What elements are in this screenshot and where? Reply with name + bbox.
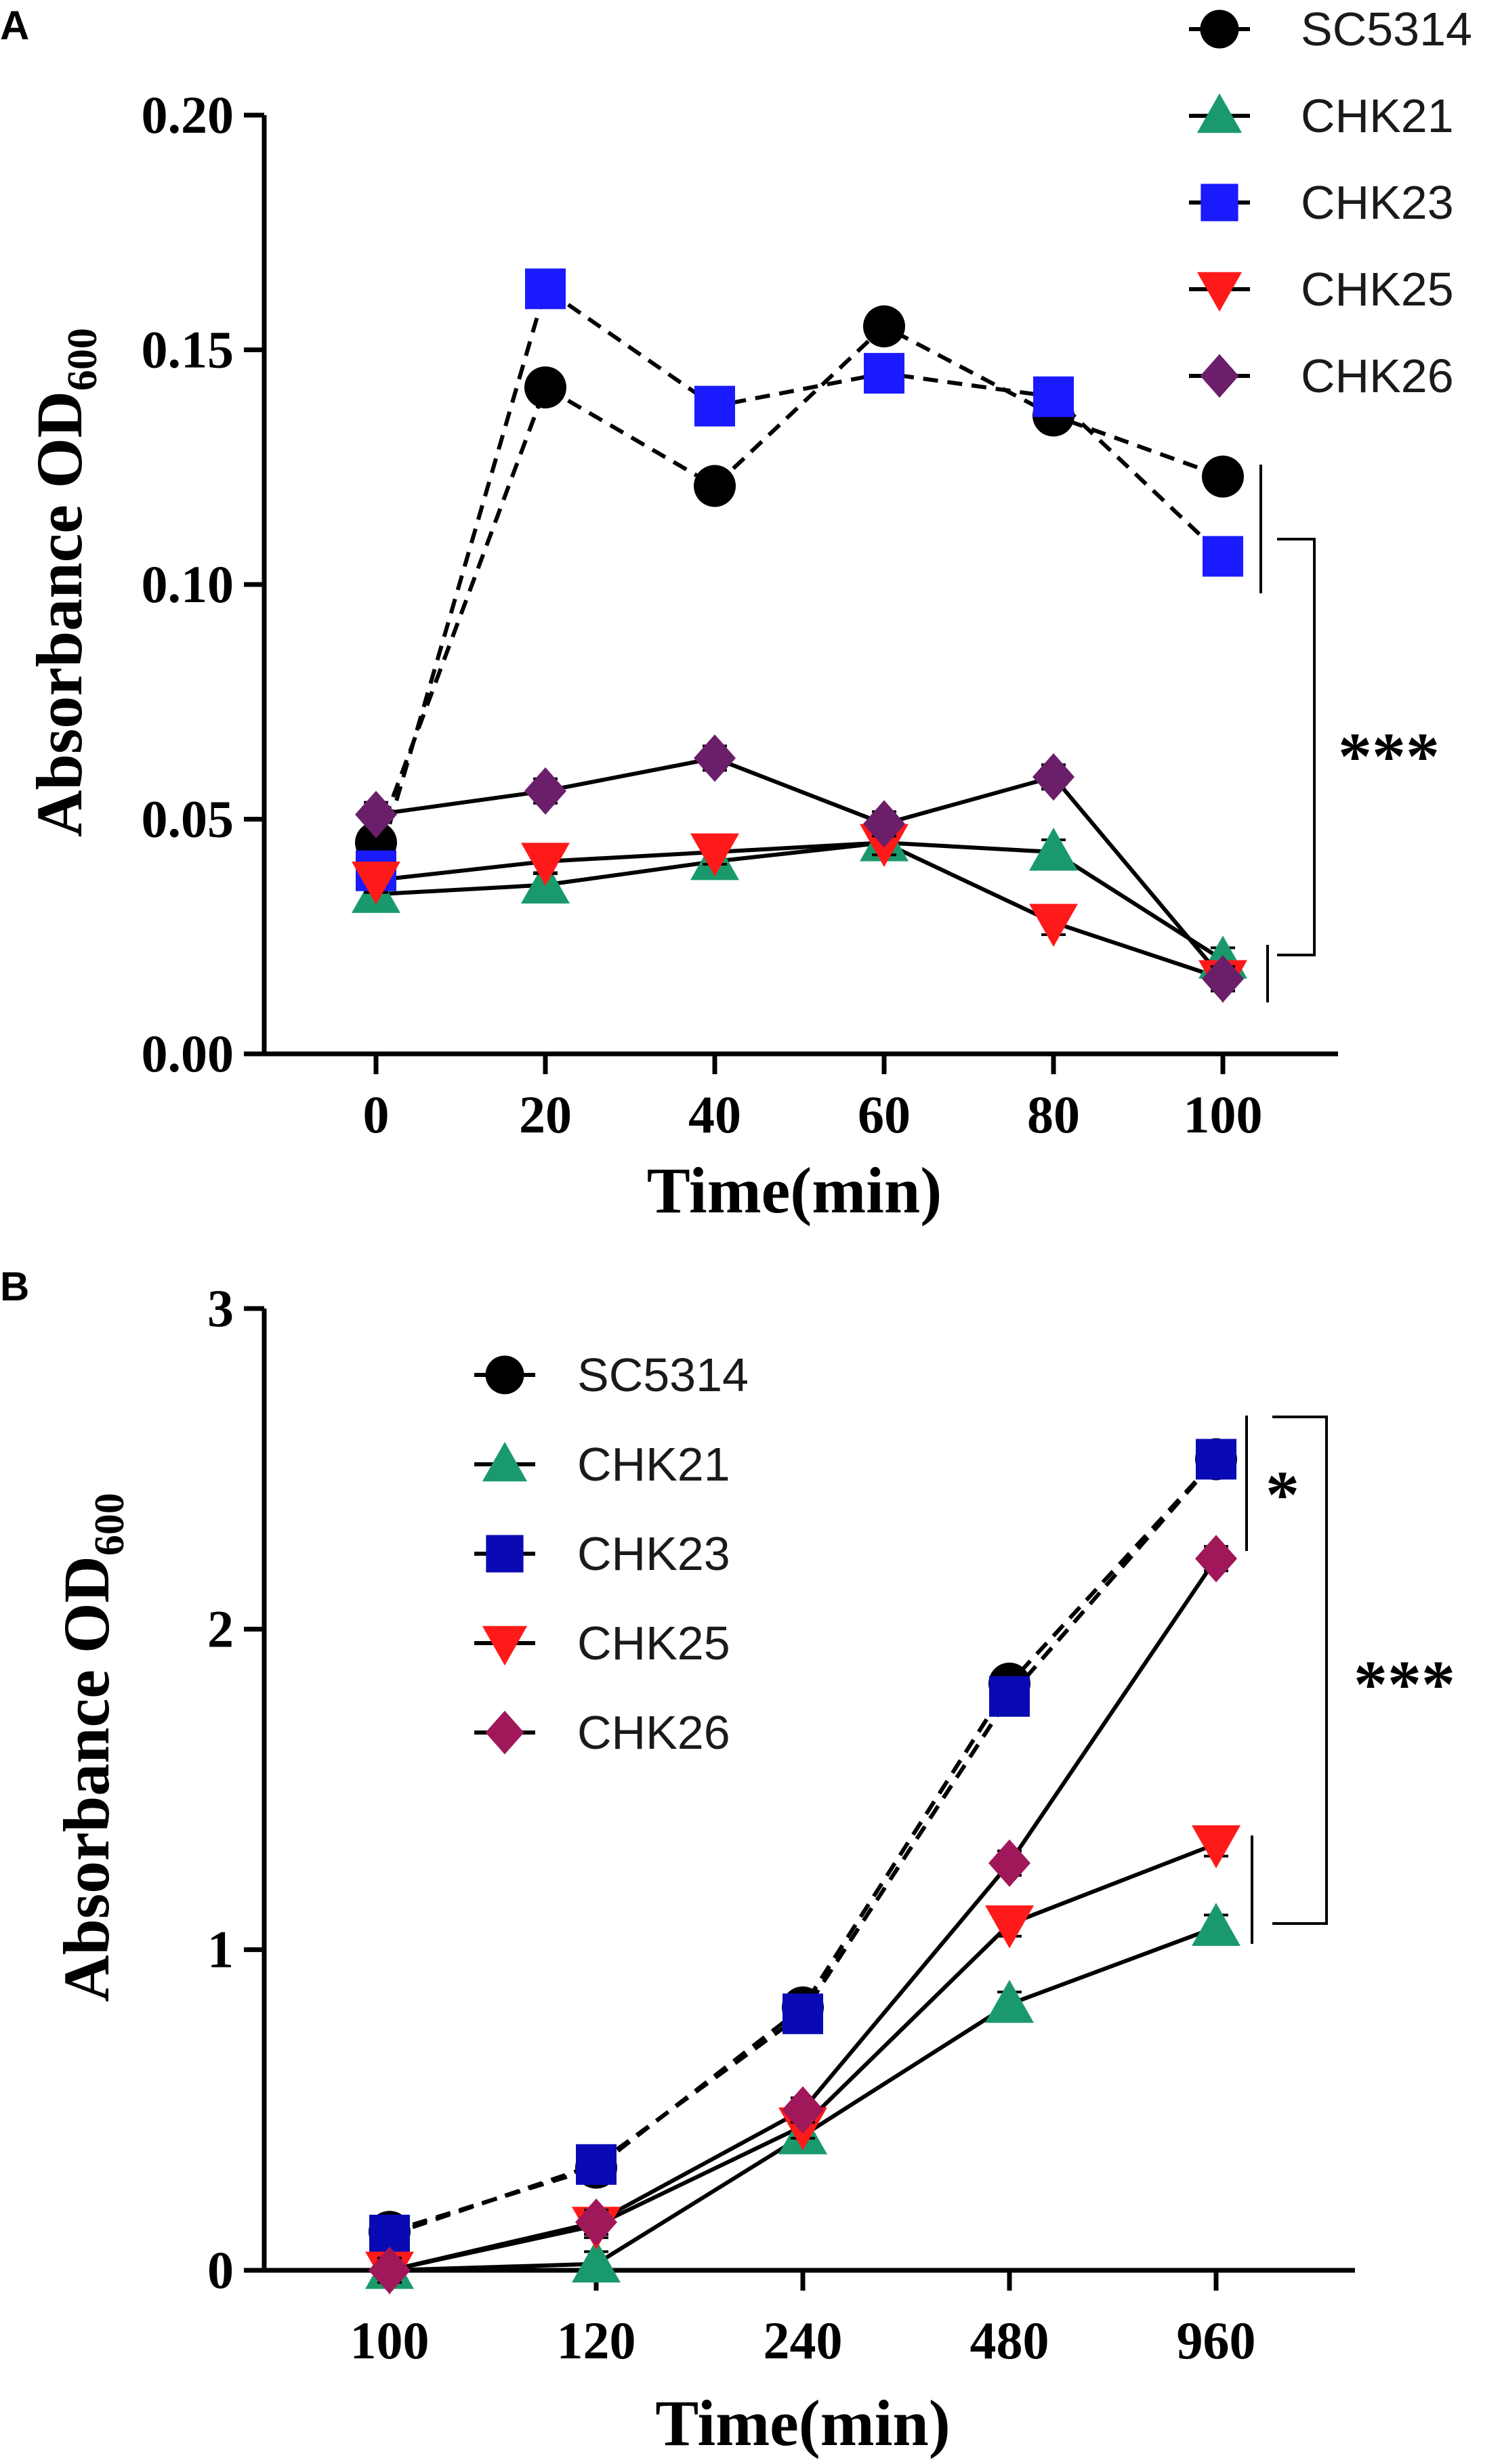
x-tick-label: 0	[363, 1085, 390, 1144]
legend-label: CHK26	[577, 1706, 730, 1759]
data-point-chk26	[1195, 1535, 1237, 1583]
panel-b: B 0 1 2 3 100 120 240 480 960 Time(min) Absorbance …	[0, 1264, 1455, 2459]
data-point-chk25	[521, 843, 570, 886]
panel-label: B	[0, 1264, 29, 1309]
y-axis-title: Absorbance OD600	[23, 328, 106, 837]
legend-marker-chk21	[482, 1441, 528, 1482]
legend-marker-chk25	[482, 1626, 528, 1666]
data-point-chk23	[525, 268, 566, 310]
legend-label: CHK21	[577, 1438, 730, 1491]
legend-label: CHK25	[1301, 263, 1454, 316]
y-axis-title-subscript: 600	[87, 1493, 133, 1556]
y-axis-title-main: Absorbance OD	[50, 1556, 123, 2002]
data-point-chk26	[863, 800, 905, 848]
data-point-chk23	[1203, 536, 1243, 577]
x-tick-label: 40	[688, 1085, 741, 1144]
data-point-chk21	[572, 2239, 621, 2283]
series-line-chk23	[374, 285, 1225, 872]
data-point-chk23	[864, 353, 904, 394]
legend-marker-chk26	[1200, 354, 1239, 398]
x-axis-title: Time(min)	[647, 1154, 942, 1227]
legend-marker-chk23	[486, 1535, 524, 1573]
data-point-chk25	[690, 833, 739, 877]
y-tick-label: 2	[207, 1599, 234, 1658]
data-point-chk26	[1032, 753, 1075, 801]
legend-label: CHK21	[1301, 89, 1454, 142]
x-axis-title: Time(min)	[655, 2387, 951, 2459]
y-tick-label: 0.05	[142, 790, 234, 849]
data-point-chk23	[989, 1676, 1030, 1717]
data-point-chk26	[524, 767, 566, 815]
x-tick-label: 100	[350, 2311, 430, 2370]
significance-bracket	[1277, 538, 1316, 956]
significance-bracket	[1272, 1416, 1328, 1925]
y-axis-title-main: Absorbance OD	[23, 391, 96, 837]
data-point-chk23	[694, 385, 735, 427]
y-tick-label: 1	[207, 1920, 234, 1979]
x-tick-label: 60	[858, 1085, 911, 1144]
x-tick-label: 480	[970, 2311, 1049, 2370]
series-line-chk25	[389, 1842, 1217, 2272]
data-point-chk25	[985, 1905, 1034, 1949]
y-axis-title: Absorbance OD600	[50, 1493, 133, 2002]
legend-marker-chk26	[485, 1710, 524, 1755]
x-tick-label: 80	[1027, 1085, 1080, 1144]
y-tick-label: 0.10	[142, 555, 234, 614]
data-point-chk23	[576, 2144, 617, 2185]
data-point-chk26	[988, 1839, 1030, 1887]
legend-label: SC5314	[577, 1348, 749, 1401]
significance-label: ***	[1354, 1647, 1455, 1722]
legend-marker-sc5314	[1200, 9, 1239, 49]
x-tick-label: 120	[557, 2311, 636, 2370]
legend-label: SC5314	[1301, 3, 1472, 56]
legend-marker-chk23	[1201, 184, 1238, 221]
data-point-chk23	[1033, 376, 1074, 417]
series-line-chk21	[375, 841, 1224, 962]
data-point-chk26	[694, 734, 736, 782]
legend-label: CHK26	[1301, 349, 1454, 402]
y-tick-label: 3	[207, 1279, 234, 1338]
data-point-chk26	[782, 2086, 824, 2134]
significance-label: ***	[1338, 719, 1440, 794]
data-point-chk21	[1192, 1903, 1240, 1947]
data-point-chk25	[1192, 1825, 1240, 1869]
data-point-sc5314	[524, 366, 566, 408]
legend-label: CHK23	[1301, 176, 1454, 229]
data-point-chk25	[1029, 904, 1078, 947]
data-point-chk26	[575, 2199, 617, 2246]
data-point-chk23	[1196, 1439, 1236, 1480]
y-tick-label: 0.20	[142, 85, 234, 144]
legend-marker-chk21	[1196, 93, 1243, 133]
significance-label: *	[1266, 1457, 1299, 1532]
data-point-chk23	[783, 1993, 823, 2035]
x-tick-label: 20	[519, 1085, 572, 1144]
legend-marker-sc5314	[485, 1355, 524, 1395]
legend-label: CHK23	[577, 1527, 730, 1580]
data-point-chk21	[1029, 828, 1078, 871]
data-point-sc5314	[863, 305, 905, 347]
legend-label: CHK25	[577, 1617, 730, 1670]
series-line-chk26	[375, 756, 1225, 981]
y-axis-title-subscript: 600	[60, 328, 106, 391]
data-point-chk21	[985, 1980, 1034, 2023]
data-point-chk25	[352, 862, 400, 905]
data-point-sc5314	[1202, 455, 1244, 498]
x-tick-label: 240	[764, 2311, 843, 2370]
x-tick-label: 100	[1184, 1085, 1263, 1144]
y-tick-label: 0.00	[142, 1024, 234, 1083]
y-tick-label: 0.15	[142, 320, 234, 379]
data-point-chk26	[1202, 955, 1244, 1003]
series-line-sc5314	[374, 324, 1224, 844]
data-point-chk26	[369, 2247, 411, 2294]
data-point-chk26	[355, 790, 397, 838]
series-line-chk25	[375, 841, 1224, 981]
x-tick-label: 960	[1177, 2311, 1256, 2370]
data-point-sc5314	[694, 465, 736, 507]
y-tick-label: 0	[207, 2240, 234, 2299]
legend-marker-chk25	[1196, 272, 1243, 312]
panel-a: A 0.00 0.05 0.10 0.15 0.20 0 20 40 60 80 100 Time(mi…	[0, 3, 1472, 1227]
series-line-chk26	[389, 1557, 1218, 2272]
panel-label: A	[0, 3, 29, 48]
